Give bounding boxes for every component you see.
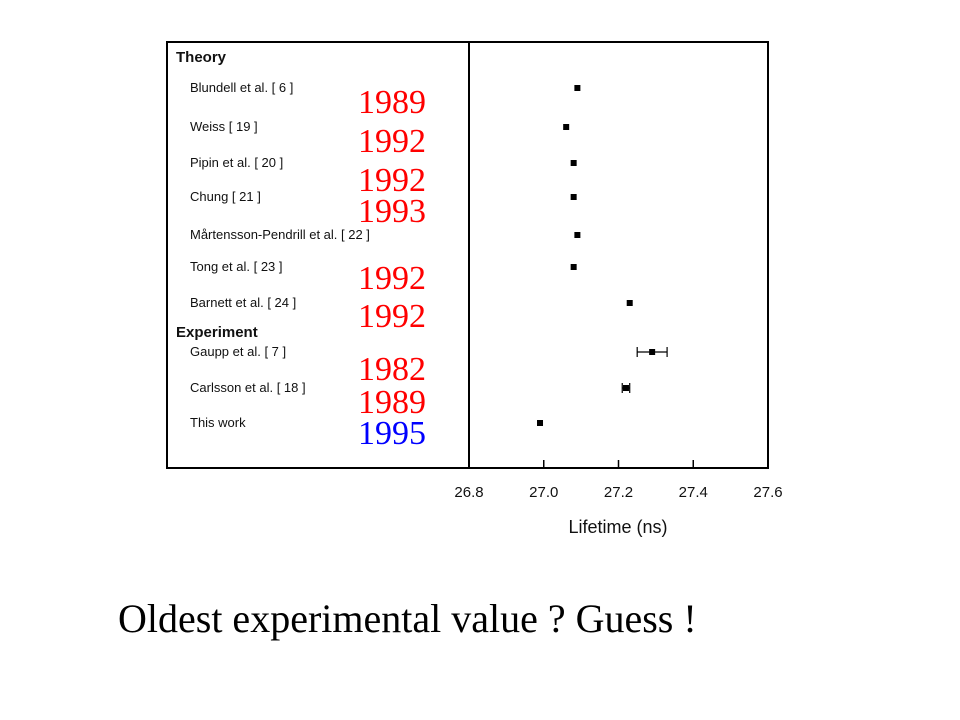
data-point: [626, 300, 633, 306]
x-tick-label: 26.8: [454, 484, 483, 501]
x-axis: 26.8 27.0 27.2 27.4 27.6: [454, 460, 783, 501]
year-annotation: 1992: [358, 123, 426, 160]
row-label: Pipin et al. [ 20 ]: [190, 155, 283, 170]
x-tick-label: 27.6: [753, 484, 782, 501]
data-point: [574, 85, 581, 91]
data-point: [537, 420, 544, 426]
marks-layer: [537, 85, 668, 426]
year-annotation: 1992: [358, 298, 426, 335]
x-axis-label: Lifetime (ns): [568, 517, 667, 537]
caption: Oldest experimental value ? Guess !: [118, 596, 697, 641]
section-title-experiment: Experiment: [176, 324, 258, 341]
x-tick-label: 27.4: [679, 484, 708, 501]
row-label: Blundell et al. [ 6 ]: [190, 80, 293, 95]
row-label: Barnett et al. [ 24 ]: [190, 295, 296, 310]
year-annotation: 1989: [358, 384, 426, 421]
data-point: [570, 160, 577, 166]
labels-layer: Theory Blundell et al. [ 6 ] Weiss [ 19 ] P…: [176, 49, 370, 430]
data-point: [574, 232, 581, 238]
row-label: Mårtensson-Pendrill et al. [ 22 ]: [190, 227, 370, 242]
row-label: Tong et al. [ 23 ]: [190, 259, 283, 274]
plot-panel-frame: [468, 41, 769, 469]
year-annotation: 1989: [358, 84, 426, 121]
row-label: Weiss [ 19 ]: [190, 119, 258, 134]
data-point: [622, 385, 629, 391]
year-annotation: 1992: [358, 260, 426, 297]
data-point: [570, 264, 577, 270]
x-tick-label: 27.2: [604, 484, 633, 501]
year-annotation: 1995: [358, 415, 426, 452]
lifetime-chart: Theory Blundell et al. [ 6 ] Weiss [ 19 ] P…: [166, 41, 783, 537]
data-point: [563, 124, 570, 130]
row-label: Carlsson et al. [ 18 ]: [190, 380, 306, 395]
row-label: Chung [ 21 ]: [190, 189, 261, 204]
section-title-theory: Theory: [176, 49, 227, 66]
data-point: [649, 349, 656, 355]
data-point: [570, 194, 577, 200]
x-tick-label: 27.0: [529, 484, 558, 501]
year-annotation: 1982: [358, 351, 426, 388]
row-label: Gaupp et al. [ 7 ]: [190, 344, 286, 359]
row-label: This work: [190, 415, 246, 430]
year-annotation: 1993: [358, 193, 426, 230]
year-annotation: 1992: [358, 162, 426, 199]
